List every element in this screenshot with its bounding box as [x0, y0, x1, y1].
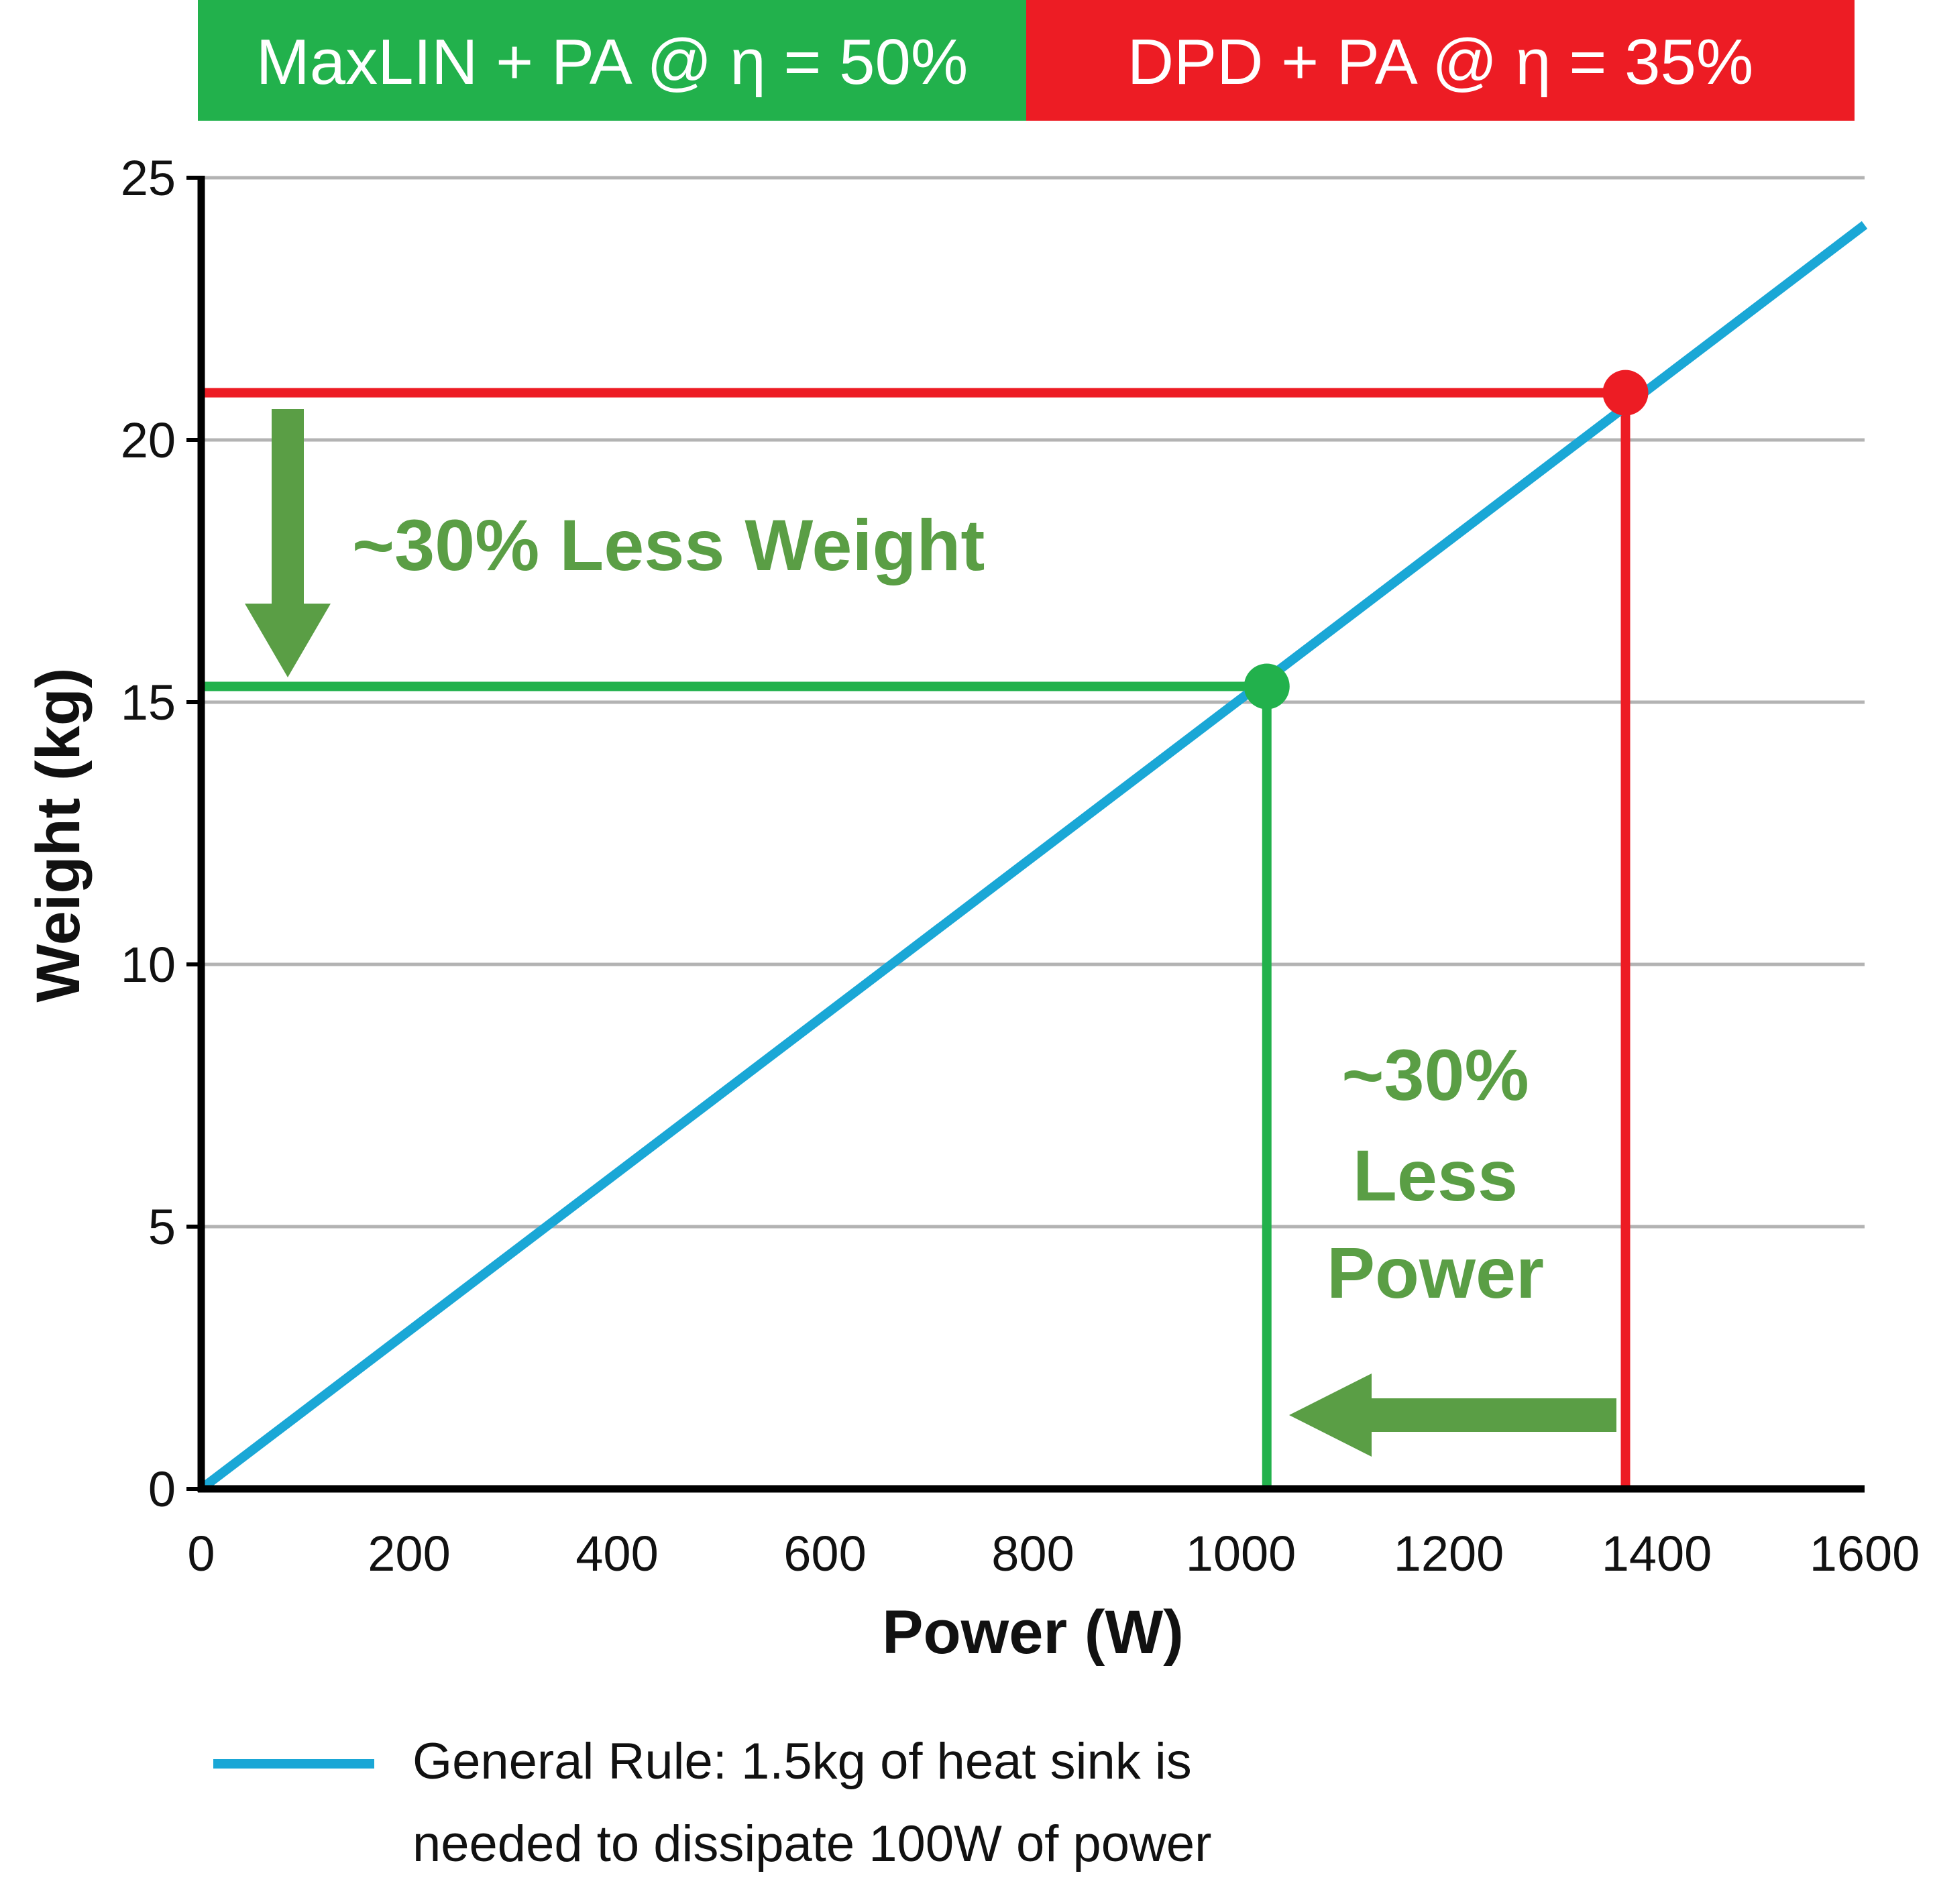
axes: [186, 176, 1865, 1493]
x-tick-label-200: 200: [368, 1526, 450, 1581]
y-tick-label-20: 20: [121, 412, 176, 468]
dpd-point: [1602, 370, 1649, 416]
maxlin-point: [1244, 663, 1290, 710]
less-power-annotation-line-1: ~30%: [1341, 1034, 1529, 1115]
x-tick-label-0: 0: [187, 1526, 215, 1581]
x-tick-label-600: 600: [783, 1526, 866, 1581]
markers: [1244, 370, 1649, 710]
y-tick-label-10: 10: [121, 937, 176, 993]
legend-label-line-2: needed to dissipate 100W of power: [412, 1815, 1211, 1872]
series-lines: [198, 221, 1868, 1493]
less-power-annotation-line-3: Power: [1327, 1232, 1544, 1313]
legend: General Rule: 1.5kg of heat sink is need…: [213, 1733, 1211, 1872]
less-power-annotation-line-2: Less: [1353, 1135, 1518, 1216]
y-tick-label-0: 0: [148, 1461, 176, 1517]
x-axis-title: Power (W): [882, 1598, 1184, 1667]
x-tick-label-800: 800: [991, 1526, 1074, 1581]
annotation-arrows: [245, 409, 1616, 1457]
header-dpd-label: DPD + PA @ η = 35%: [1127, 26, 1753, 98]
x-tick-label-1200: 1200: [1394, 1526, 1504, 1581]
series-line-0: [198, 221, 1868, 1493]
x-tick-label-1000: 1000: [1186, 1526, 1296, 1581]
y-tick-label-15: 15: [121, 675, 176, 730]
less-weight-annotation: ~30% Less Weight: [352, 504, 985, 585]
legend-label-line-1: General Rule: 1.5kg of heat sink is: [412, 1733, 1192, 1790]
header-maxlin-label: MaxLIN + PA @ η = 50%: [256, 26, 969, 98]
header-banner: MaxLIN + PA @ η = 50% DPD + PA @ η = 35%: [198, 0, 1855, 121]
x-tick-labels: 0 200 400 600 800 1000 1200 1400 1600: [187, 1526, 1920, 1581]
guide-lines: [201, 388, 1631, 1489]
x-tick-label-1600: 1600: [1810, 1526, 1920, 1581]
y-tick-labels: 0 5 10 15 20 25: [121, 150, 176, 1517]
header-dpd-box: [1026, 0, 1855, 121]
y-tick-label-5: 5: [148, 1199, 176, 1255]
header-maxlin-box: [198, 0, 1026, 121]
y-tick-label-25: 25: [121, 150, 176, 206]
x-tick-label-1400: 1400: [1602, 1526, 1712, 1581]
y-axis-title: Weight (kg): [24, 667, 93, 1002]
x-tick-label-400: 400: [575, 1526, 658, 1581]
down-arrow-icon: [245, 409, 331, 677]
left-arrow-icon: [1289, 1374, 1616, 1457]
gridlines: [201, 176, 1865, 1229]
